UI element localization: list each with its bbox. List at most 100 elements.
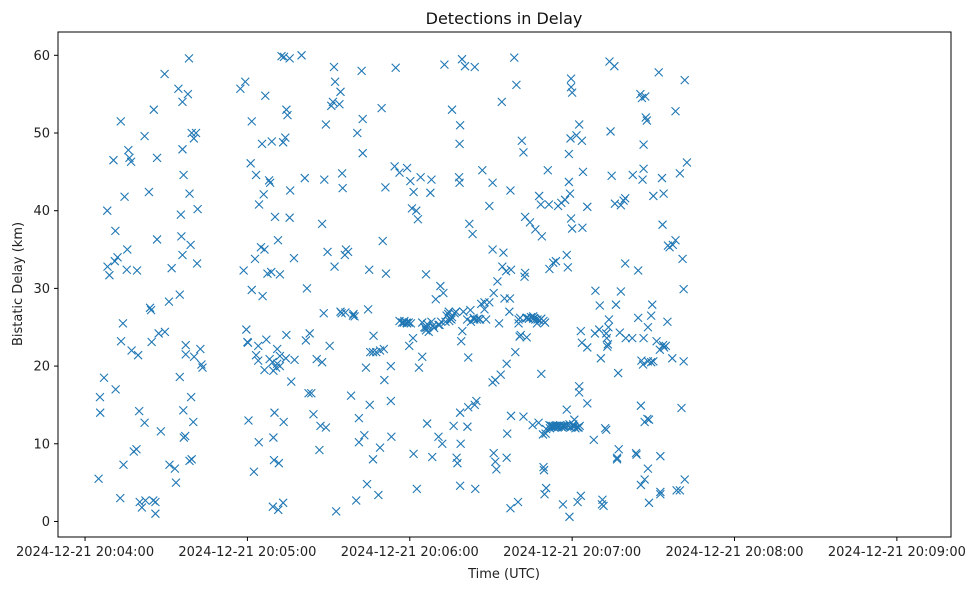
data-point — [502, 359, 512, 369]
data-point — [577, 136, 587, 146]
data-point — [648, 191, 658, 201]
data-point — [528, 420, 538, 430]
data-point — [591, 286, 600, 296]
data-point — [126, 157, 136, 167]
data-point — [244, 416, 253, 425]
y-tick-label: 30 — [33, 282, 50, 297]
data-point — [655, 489, 665, 499]
data-point — [187, 454, 197, 464]
data-point — [141, 496, 150, 505]
data-point — [680, 475, 690, 484]
data-point — [378, 236, 388, 246]
data-point — [560, 195, 570, 205]
data-point — [548, 258, 558, 268]
data-point — [436, 317, 446, 327]
data-point — [562, 405, 572, 414]
data-point — [606, 127, 615, 136]
data-point — [118, 318, 128, 328]
data-point — [682, 158, 692, 167]
data-point — [285, 54, 295, 63]
data-point — [354, 413, 364, 423]
data-point — [165, 460, 174, 470]
data-point — [272, 344, 282, 354]
data-point — [95, 408, 105, 418]
data-point — [474, 314, 483, 324]
data-point — [336, 87, 345, 97]
data-point — [390, 162, 400, 171]
data-point — [667, 353, 677, 363]
data-point — [437, 439, 447, 449]
data-point — [317, 357, 327, 367]
data-point — [352, 128, 362, 138]
data-point — [564, 149, 574, 159]
data-point — [260, 365, 269, 375]
data-point — [412, 484, 422, 494]
data-point — [409, 449, 418, 459]
data-point — [375, 443, 385, 453]
data-point — [283, 110, 292, 120]
data-point — [270, 212, 280, 222]
data-point — [379, 375, 389, 385]
data-point — [644, 415, 654, 425]
data-point — [300, 173, 310, 183]
data-point — [246, 158, 256, 168]
data-point — [186, 392, 196, 402]
data-point — [259, 189, 269, 199]
data-point — [282, 105, 291, 115]
data-point — [633, 266, 643, 275]
data-point — [198, 363, 207, 373]
data-point — [249, 467, 259, 477]
data-point — [184, 54, 194, 63]
data-point — [235, 84, 245, 94]
data-point — [490, 457, 500, 467]
data-point — [672, 485, 681, 495]
data-point — [289, 253, 299, 263]
data-point — [602, 342, 612, 352]
data-point — [565, 189, 575, 198]
data-point — [133, 350, 143, 360]
data-point — [411, 206, 421, 216]
data-point — [530, 224, 540, 234]
data-point — [254, 437, 264, 447]
data-point — [330, 262, 339, 272]
data-point — [402, 318, 412, 328]
data-point — [247, 116, 257, 126]
data-point — [179, 170, 188, 180]
data-point — [357, 66, 367, 76]
data-point — [257, 139, 267, 149]
data-point — [413, 214, 423, 224]
data-point — [675, 169, 685, 178]
data-point — [239, 266, 249, 275]
data-point — [275, 361, 285, 371]
x-tick-label: 2024-12-21 20:08:00 — [665, 545, 803, 560]
data-point — [302, 283, 312, 293]
y-tick-label: 60 — [33, 49, 50, 64]
data-point — [365, 400, 375, 410]
data-point — [279, 52, 289, 62]
data-point — [636, 401, 646, 411]
data-point — [502, 453, 512, 463]
data-point — [431, 294, 441, 304]
data-point — [566, 214, 576, 223]
data-point — [677, 403, 686, 413]
data-point — [509, 53, 519, 63]
data-point — [261, 335, 271, 345]
data-point — [140, 131, 149, 141]
data-point — [120, 192, 129, 202]
data-point — [197, 360, 206, 369]
data-point — [335, 99, 344, 109]
data-point — [574, 388, 584, 397]
data-point — [119, 460, 128, 470]
data-point — [247, 285, 257, 295]
data-point — [260, 91, 270, 101]
data-point — [679, 357, 689, 366]
data-point — [350, 311, 359, 321]
data-point — [519, 412, 528, 421]
data-point — [137, 503, 147, 512]
x-tick-label: 2024-12-21 20:06:00 — [341, 545, 479, 560]
data-point — [655, 451, 665, 461]
data-point — [447, 105, 457, 115]
data-point — [567, 224, 577, 233]
data-point — [186, 240, 195, 250]
data-point — [391, 63, 401, 73]
